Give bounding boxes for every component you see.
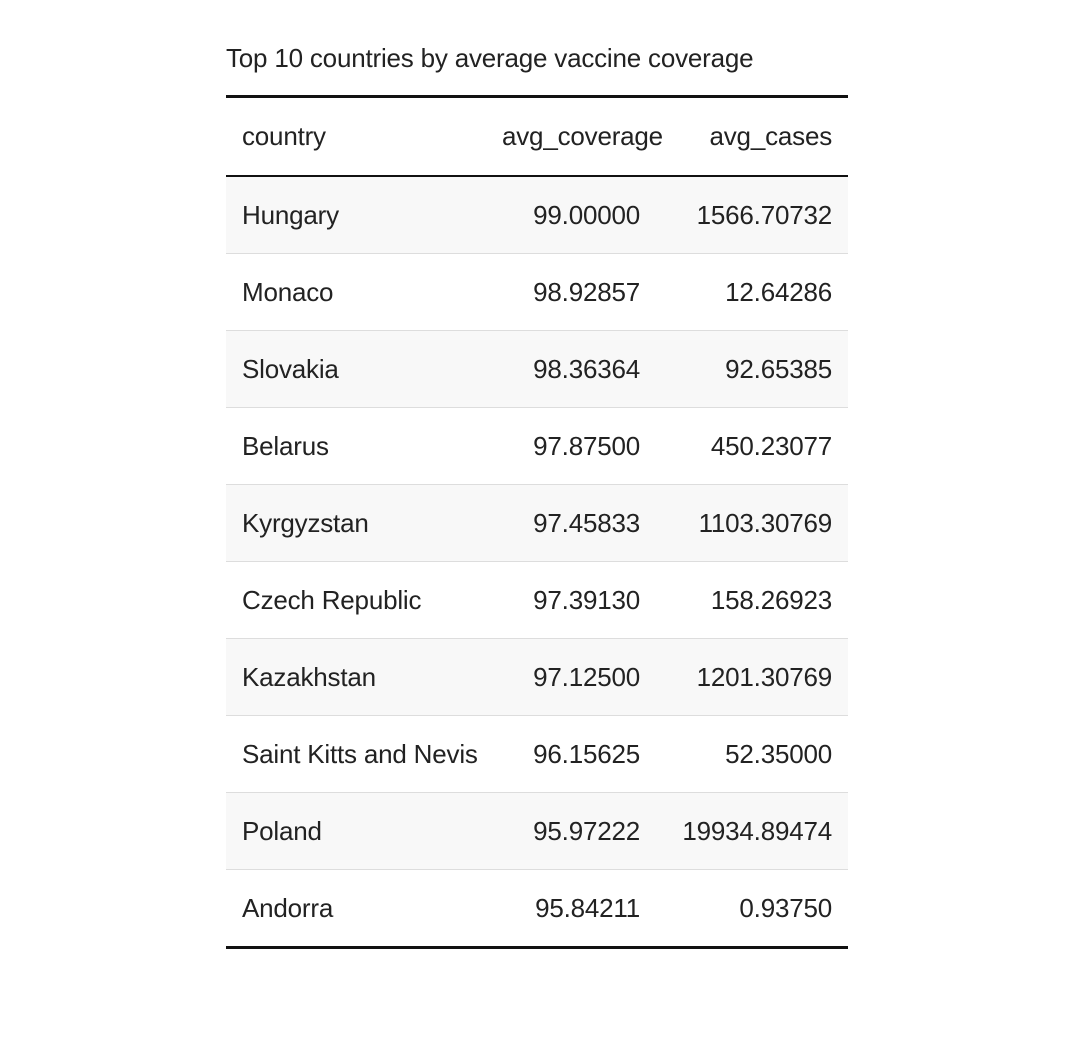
cell-avg-coverage: 97.45833 [486, 484, 656, 562]
table-caption: Top 10 countries by average vaccine cove… [226, 43, 754, 73]
table-row: Monaco 98.92857 12.64286 [226, 253, 848, 331]
table-row: Belarus 97.87500 450.23077 [226, 407, 848, 485]
column-header-avg-coverage: avg_coverage [486, 96, 663, 177]
cell-country: Czech Republic [226, 561, 486, 639]
table-row: Czech Republic 97.39130 158.26923 [226, 561, 848, 639]
header-row: country avg_coverage avg_cases [226, 96, 848, 177]
table-row: Andorra 95.84211 0.93750 [226, 869, 848, 948]
cell-avg-cases: 12.64286 [656, 253, 848, 331]
cell-avg-cases: 52.35000 [656, 715, 848, 793]
cell-avg-coverage: 99.00000 [486, 176, 656, 254]
cell-avg-coverage: 97.87500 [486, 407, 656, 485]
cell-avg-cases: 0.93750 [656, 869, 848, 948]
cell-avg-cases: 1201.30769 [656, 638, 848, 716]
cell-avg-cases: 1566.70732 [656, 176, 848, 254]
data-table-container: Top 10 countries by average vaccine cove… [226, 36, 848, 949]
cell-country: Poland [226, 792, 486, 870]
cell-avg-coverage: 96.15625 [486, 715, 656, 793]
cell-avg-coverage: 95.84211 [486, 869, 656, 948]
cell-avg-cases: 1103.30769 [656, 484, 848, 562]
data-table: country avg_coverage avg_cases Hungary 9… [226, 95, 848, 949]
cell-country: Saint Kitts and Nevis [226, 715, 486, 793]
cell-avg-coverage: 97.39130 [486, 561, 656, 639]
column-header-avg-cases: avg_cases [656, 96, 848, 177]
table-row: Kazakhstan 97.12500 1201.30769 [226, 638, 848, 716]
cell-country: Belarus [226, 407, 486, 485]
cell-avg-coverage: 97.12500 [486, 638, 656, 716]
table-row: Slovakia 98.36364 92.65385 [226, 330, 848, 408]
table-header: country avg_coverage avg_cases [226, 96, 848, 177]
cell-avg-cases: 158.26923 [656, 561, 848, 639]
cell-avg-coverage: 95.97222 [486, 792, 656, 870]
cell-country: Hungary [226, 176, 486, 254]
table-row: Saint Kitts and Nevis 96.15625 52.35000 [226, 715, 848, 793]
table-row: Poland 95.97222 19934.89474 [226, 792, 848, 870]
column-header-country: country [226, 96, 486, 177]
cell-country: Kazakhstan [226, 638, 486, 716]
table-row: Hungary 99.00000 1566.70732 [226, 176, 848, 254]
cell-avg-cases: 450.23077 [656, 407, 848, 485]
cell-avg-cases: 19934.89474 [656, 792, 848, 870]
table-row: Kyrgyzstan 97.45833 1103.30769 [226, 484, 848, 562]
cell-country: Slovakia [226, 330, 486, 408]
cell-country: Monaco [226, 253, 486, 331]
table-body: Hungary 99.00000 1566.70732 Monaco 98.92… [226, 176, 848, 948]
cell-country: Kyrgyzstan [226, 484, 486, 562]
cell-avg-coverage: 98.92857 [486, 253, 656, 331]
cell-avg-cases: 92.65385 [656, 330, 848, 408]
cell-avg-coverage: 98.36364 [486, 330, 656, 408]
cell-country: Andorra [226, 869, 486, 948]
